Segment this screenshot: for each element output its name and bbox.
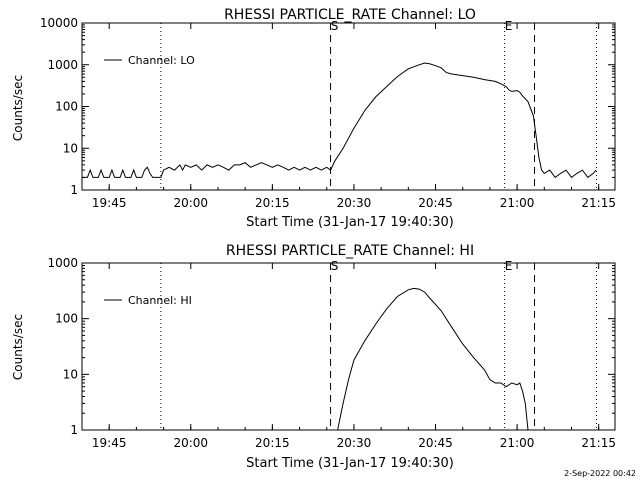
x-axis-label: Start Time (31-Jan-17 19:40:30): [246, 456, 454, 471]
legend-label: Channel: HI: [128, 294, 192, 307]
legend-label: Channel: LO: [128, 54, 195, 67]
chart-title: RHESSI PARTICLE_RATE Channel: LO: [224, 7, 476, 23]
x-tick-label: 20:45: [418, 196, 453, 210]
x-tick-label: 21:00: [500, 436, 535, 450]
footer-timestamp: 2-Sep-2022 00:42: [564, 469, 636, 478]
x-tick-label: 21:15: [581, 436, 616, 450]
chart-panel-hi: RHESSI PARTICLE_RATE Channel: HI Start T…: [11, 243, 616, 471]
x-tick-label: 19:45: [92, 196, 127, 210]
series-line: [337, 287, 529, 430]
x-tick-label: 20:00: [173, 196, 208, 210]
y-tick-label: 10: [63, 367, 78, 381]
x-tick-label: 20:45: [418, 436, 453, 450]
x-tick-label: 20:15: [255, 196, 290, 210]
y-tick-label: 1: [70, 423, 78, 437]
y-tick-label: 1000: [47, 256, 78, 270]
marker-label: S: [331, 19, 339, 33]
y-tick-label: 10000: [40, 16, 78, 30]
chart-panel-lo: RHESSI PARTICLE_RATE Channel: LO Start T…: [11, 7, 616, 230]
x-tick-label: 20:00: [173, 436, 208, 450]
y-axis-label: Counts/sec: [11, 75, 25, 141]
plot-frame: [81, 22, 616, 191]
x-tick-label: 20:30: [337, 196, 372, 210]
y-tick-label: 100: [55, 100, 78, 114]
marker-label: E: [505, 19, 513, 33]
x-tick-label: 21:00: [500, 196, 535, 210]
y-tick-label: 1: [70, 183, 78, 197]
x-axis-label: Start Time (31-Jan-17 19:40:30): [246, 215, 454, 230]
x-tick-label: 19:45: [92, 436, 127, 450]
y-tick-label: 10: [63, 141, 78, 155]
plot-frame: [81, 262, 616, 431]
x-tick-label: 20:15: [255, 436, 290, 450]
x-tick-label: 20:30: [337, 436, 372, 450]
y-tick-label: 1000: [47, 58, 78, 72]
series-line: [82, 62, 597, 179]
y-tick-label: 100: [55, 312, 78, 326]
x-tick-label: 21:15: [581, 196, 616, 210]
chart-title: RHESSI PARTICLE_RATE Channel: HI: [226, 243, 474, 259]
y-axis-label: Counts/sec: [11, 314, 25, 380]
marker-label: S: [331, 259, 339, 273]
marker-label: E: [505, 259, 513, 273]
